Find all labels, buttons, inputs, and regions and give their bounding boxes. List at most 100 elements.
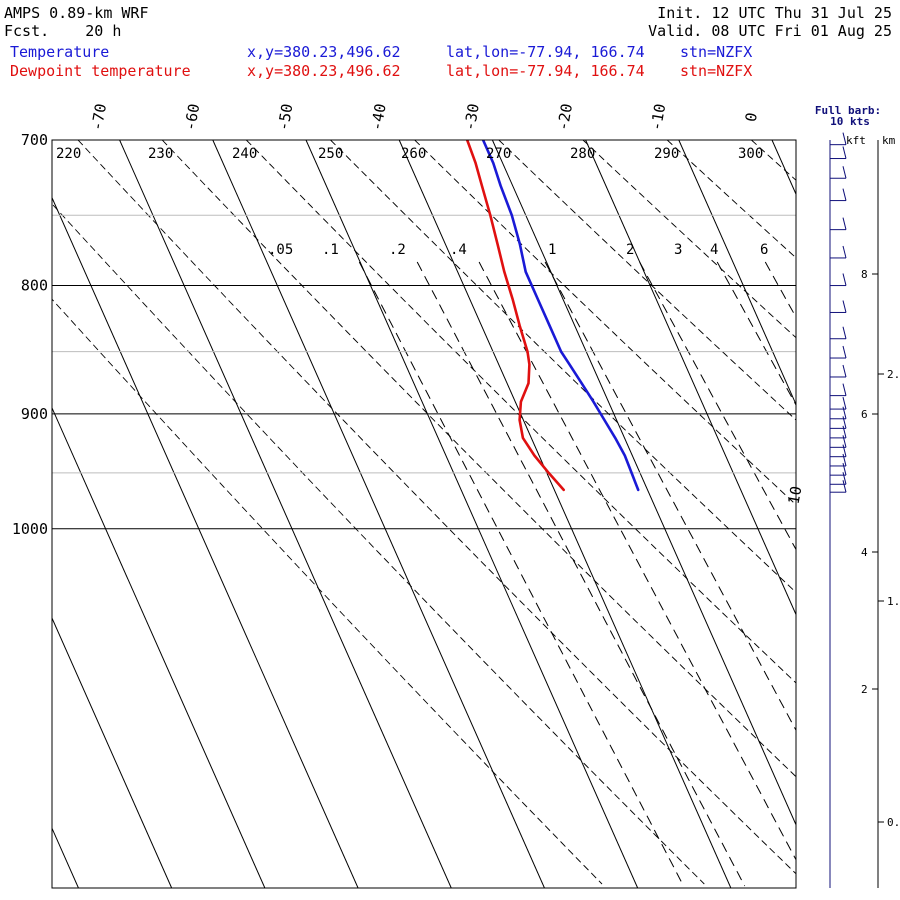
wind-barb (830, 364, 847, 378)
kft-unit-label: kft (846, 134, 866, 147)
wind-barb-flag (842, 444, 847, 457)
wind-barb-flag (842, 132, 847, 145)
plot-frame (51, 139, 797, 889)
dry-adiabat-line (161, 140, 796, 778)
isotherm-line (678, 140, 796, 406)
wind-barb (830, 146, 847, 160)
wind-barb (830, 383, 847, 397)
pressure-tick-label: 700 (21, 131, 48, 149)
temperature-latlon: lat,lon=-77.94, 166.74 (446, 43, 645, 61)
isotherm-label: -40 (367, 102, 389, 132)
isotherm-line (398, 140, 732, 888)
height-axis: kft km 2 4 6 8 0. 1. 2. (846, 134, 900, 888)
dry-adiabat-line (414, 140, 796, 506)
isotherm-line (865, 140, 900, 888)
wind-barb-flag (842, 188, 847, 201)
isotherm-line (491, 140, 796, 826)
mixing-ratio-label: 3 (674, 242, 682, 258)
axis-labels: 700 800 900 1000 -70 -60 -50 -40 -30 -20 -10 0 10 220… (12, 102, 806, 538)
dry-adiabat-label: 220 (56, 146, 81, 162)
wind-barb (830, 166, 847, 179)
temperature-profile-line (481, 140, 640, 492)
wind-barb (830, 217, 847, 231)
pressure-tick-label: 1000 (12, 520, 48, 538)
isotherm-line (52, 196, 359, 888)
mixing-ratio-label: 4 (710, 242, 718, 258)
wind-barb (830, 435, 847, 448)
barb-legend-line1: Full barb: (815, 104, 881, 117)
isotherm-label: -10 (647, 102, 669, 132)
wind-barb-flag (842, 166, 847, 179)
isotherm-label: -70 (88, 102, 110, 132)
dry-adiabat-line (582, 140, 796, 339)
temperature-legend-label: Temperature (10, 43, 110, 61)
pressure-tick-label: 800 (21, 277, 48, 295)
wind-barb (830, 326, 847, 340)
dewpoint-latlon: lat,lon=-77.94, 166.74 (446, 62, 645, 80)
wind-barb (830, 396, 847, 410)
dewpoint-legend-label: Dewpoint temperature (10, 62, 191, 80)
dry-adiabat-label: 240 (232, 146, 257, 162)
isotherm-line (305, 140, 639, 888)
mixing-ratio-line (416, 261, 746, 887)
wind-barb-flag (842, 453, 847, 467)
wind-barb-flag (842, 472, 847, 485)
mixing-ratio-line (852, 262, 900, 886)
mixing-ratio-line (639, 261, 796, 551)
isotherm-label: -20 (554, 102, 576, 132)
wind-barb (830, 472, 847, 485)
dry-adiabat-label: 260 (401, 146, 426, 162)
dry-adiabat-line (52, 298, 603, 885)
dry-adiabat-line (245, 140, 796, 684)
wind-barb-flag (842, 364, 847, 378)
dry-adiabat-label: 290 (654, 146, 679, 162)
wind-barb (830, 132, 847, 146)
mixing-ratio-line (764, 261, 796, 319)
wind-barb-flag (842, 396, 847, 410)
isotherm-line (52, 616, 173, 888)
mixing-ratio-label: .05 (268, 242, 293, 258)
dewpoint-station: stn=NZFX (680, 62, 753, 80)
km-unit-label: km (882, 134, 896, 147)
dewpoint-xy: x,y=380.23,496.62 (247, 62, 401, 80)
pressure-tick-label: 900 (21, 405, 48, 423)
kft-tick-label: 2 (861, 683, 868, 696)
dry-adiabat-line (77, 140, 796, 875)
isotherm-label: 0 (742, 111, 761, 123)
mixing-ratio-line (358, 261, 685, 887)
wind-barb (830, 300, 847, 313)
isotherm-line (771, 140, 796, 196)
mixing-ratio-label: .4 (450, 242, 467, 258)
dewpoint-profile-line (465, 140, 566, 492)
wind-barb-flag (842, 273, 847, 286)
isotherm-line (212, 140, 545, 888)
wind-barb-flag (842, 326, 847, 339)
barb-legend-line2: 10 kts (830, 115, 870, 128)
mixing-ratio-label: .1 (322, 242, 339, 258)
profiles (465, 140, 640, 492)
wind-barb-flag (842, 383, 847, 396)
wind-barb (830, 188, 847, 202)
wind-barb-flag (842, 435, 847, 448)
wind-barb (830, 245, 847, 259)
wind-barb-flag (842, 217, 847, 230)
wind-barb-flag (842, 480, 847, 493)
mixing-ratio-label: 2 (626, 242, 634, 258)
dry-adiabat-label: 280 (570, 146, 595, 162)
isobars (52, 139, 796, 530)
mixing-ratio-label: 6 (760, 242, 768, 258)
wind-barb-flag (842, 245, 847, 259)
wind-barb-flag (842, 300, 847, 313)
isotherms (52, 140, 900, 888)
isotherm-line (52, 406, 266, 888)
mixing-ratio-label: .2 (389, 242, 406, 258)
wind-barb-flag (842, 463, 847, 476)
dry-adiabat-line (498, 140, 796, 421)
wind-barb (830, 453, 847, 467)
wind-barb (830, 345, 847, 359)
dry-adiabat-label: 230 (148, 146, 173, 162)
wind-barb (830, 444, 847, 458)
kft-tick-label: 8 (861, 268, 868, 281)
kft-tick-label: 6 (861, 408, 868, 421)
